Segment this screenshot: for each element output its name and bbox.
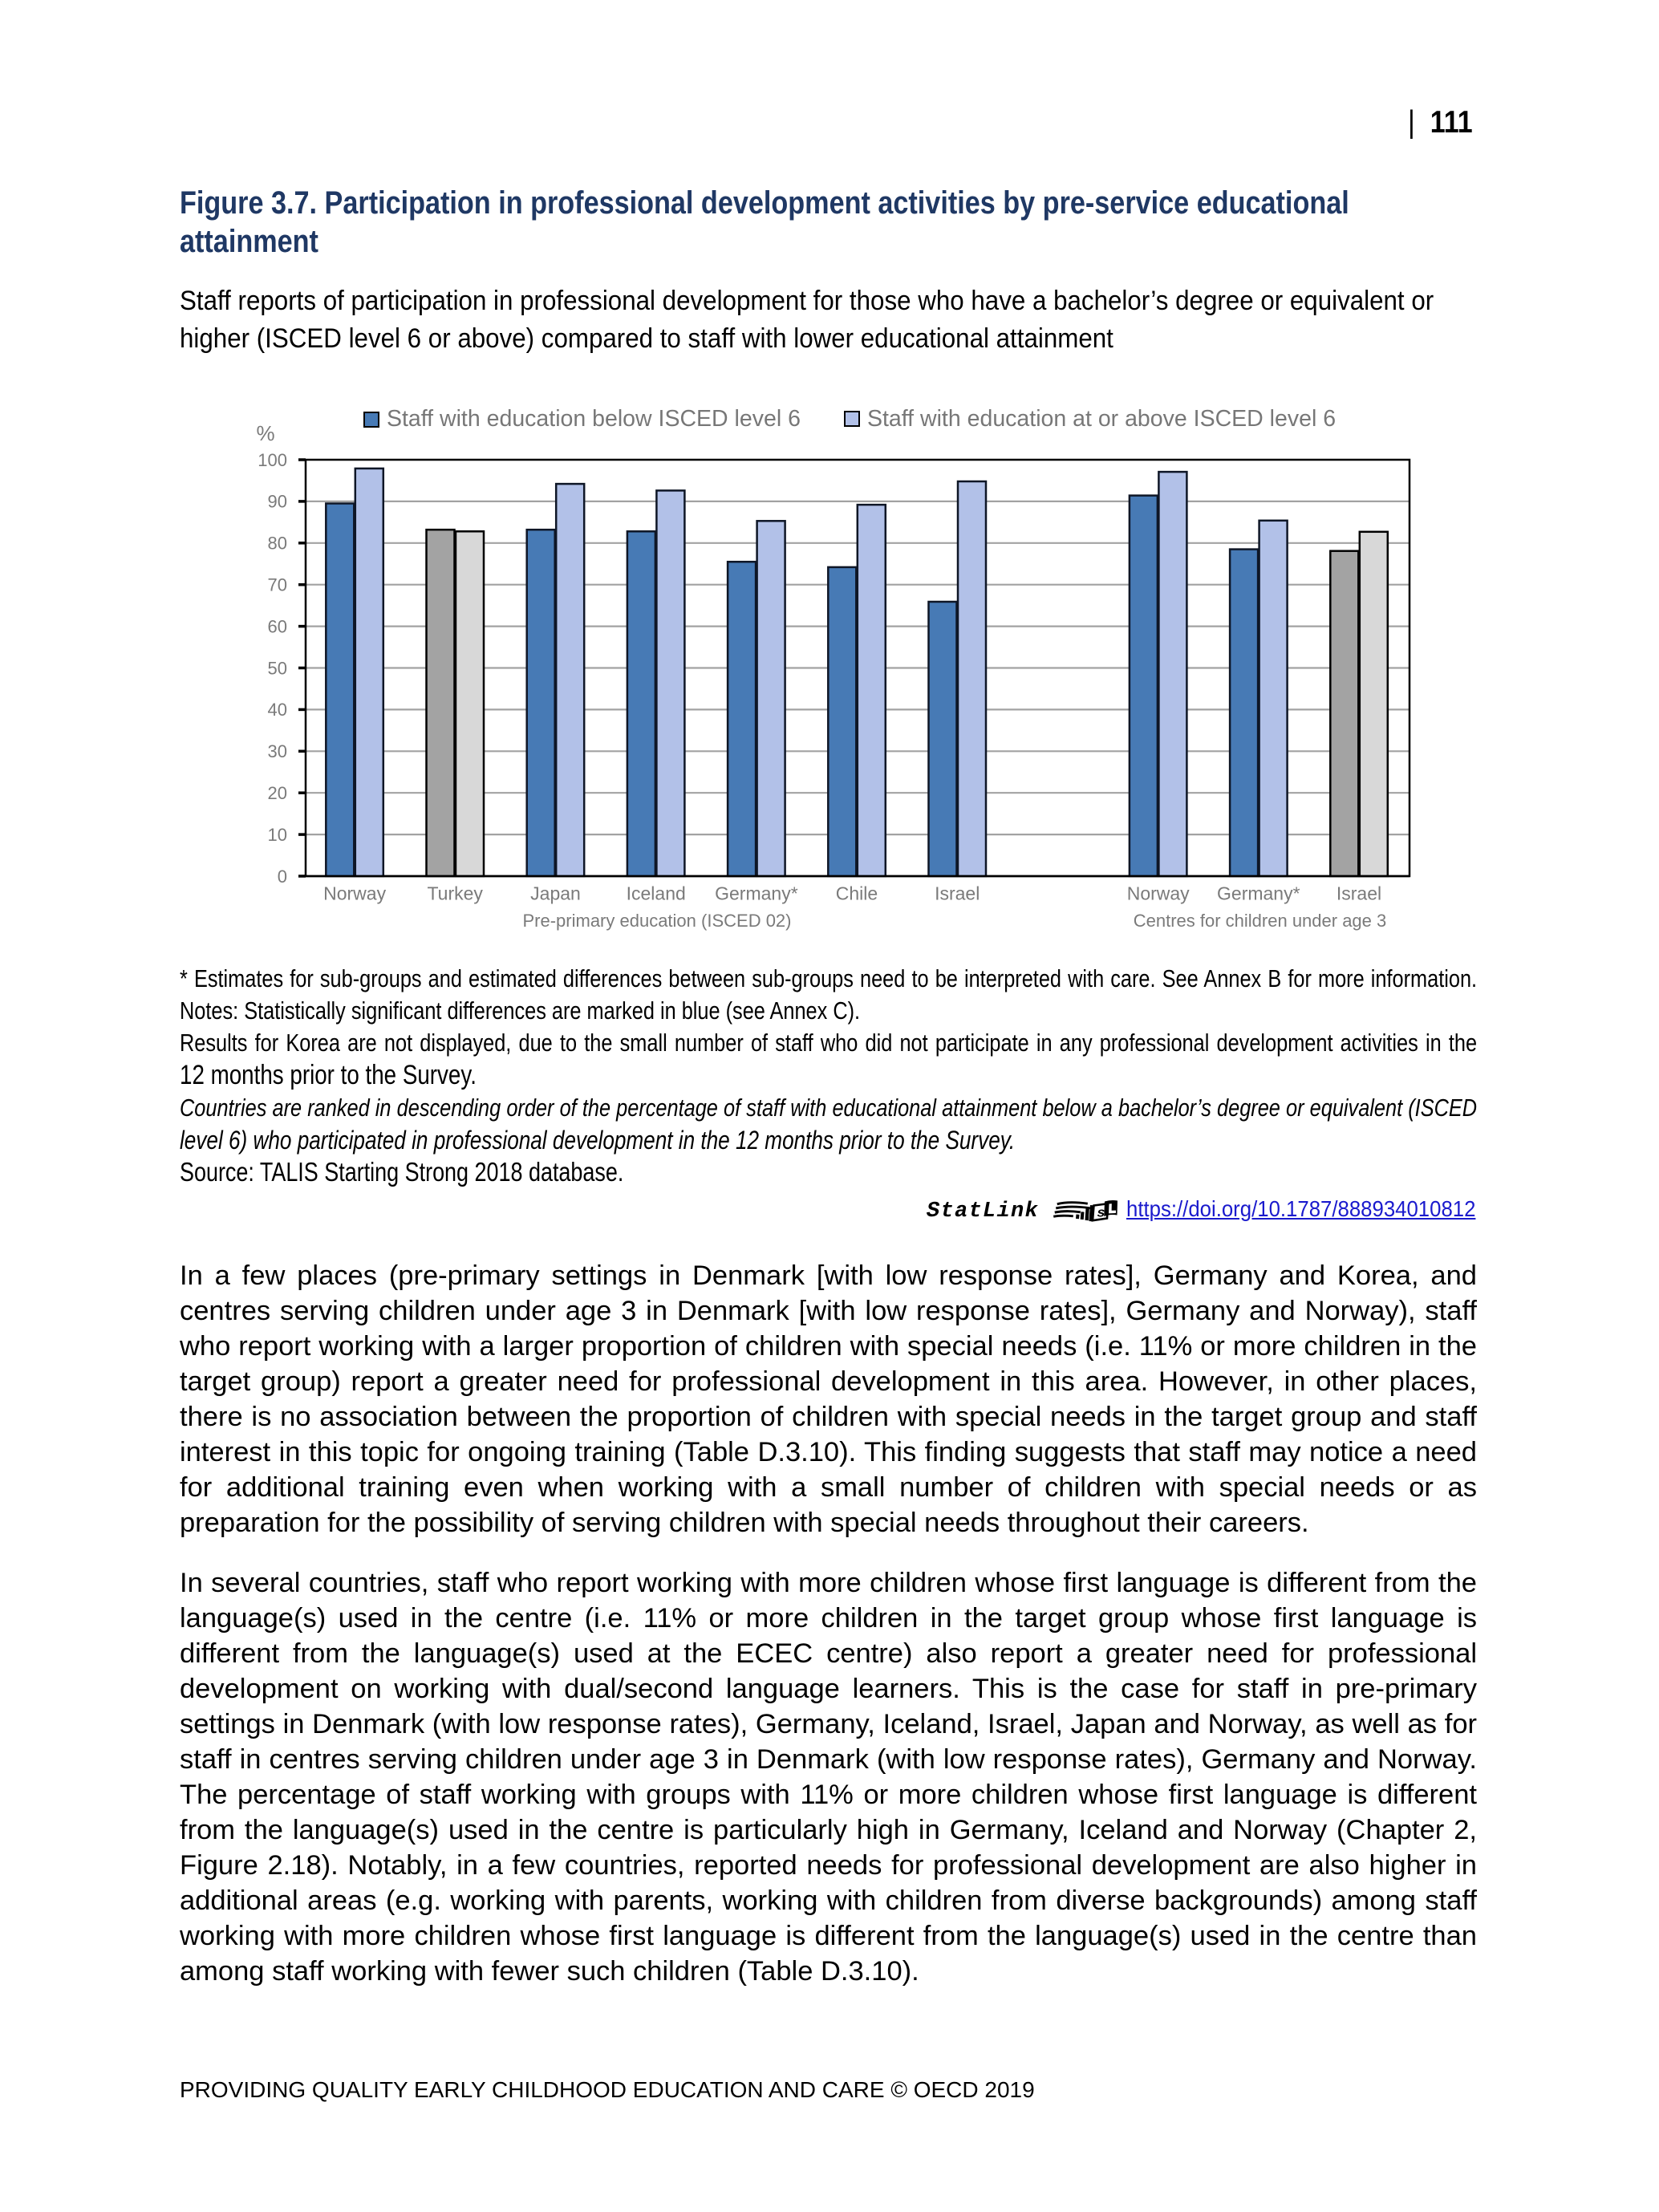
svg-text:70: 70 <box>268 575 287 595</box>
svg-text:Norway: Norway <box>323 883 386 904</box>
svg-text:Chile: Chile <box>836 883 878 904</box>
svg-text:60: 60 <box>268 616 287 636</box>
svg-text:%: % <box>256 421 274 445</box>
svg-text:30: 30 <box>268 741 287 761</box>
svg-text:Staff with education at or abo: Staff with education at or above ISCED l… <box>867 406 1336 432</box>
svg-text:Staff with education below ISC: Staff with education below ISCED level 6 <box>387 406 801 432</box>
svg-text:100: 100 <box>258 450 287 470</box>
svg-text:Germany*: Germany* <box>715 883 798 904</box>
svg-text:80: 80 <box>268 534 287 554</box>
svg-text:Centres for children under age: Centres for children under age 3 <box>1134 911 1387 931</box>
svg-text:50: 50 <box>268 658 287 678</box>
svg-text:20: 20 <box>268 783 287 803</box>
svg-text:Israel: Israel <box>935 883 980 904</box>
svg-text:Pre-primary education (ISCED 0: Pre-primary education (ISCED 02) <box>522 911 791 931</box>
svg-text:Germany*: Germany* <box>1217 883 1300 904</box>
svg-text:Japan: Japan <box>530 883 581 904</box>
svg-text:40: 40 <box>268 700 287 720</box>
svg-text:s: s <box>1097 1207 1105 1222</box>
svg-text:10: 10 <box>268 825 287 845</box>
svg-text:Norway: Norway <box>1127 883 1190 904</box>
svg-text:0: 0 <box>278 867 287 887</box>
svg-text:Israel: Israel <box>1337 883 1381 904</box>
svg-text:90: 90 <box>268 492 287 512</box>
svg-text:Iceland: Iceland <box>627 883 686 904</box>
svg-text:Turkey: Turkey <box>427 883 483 904</box>
